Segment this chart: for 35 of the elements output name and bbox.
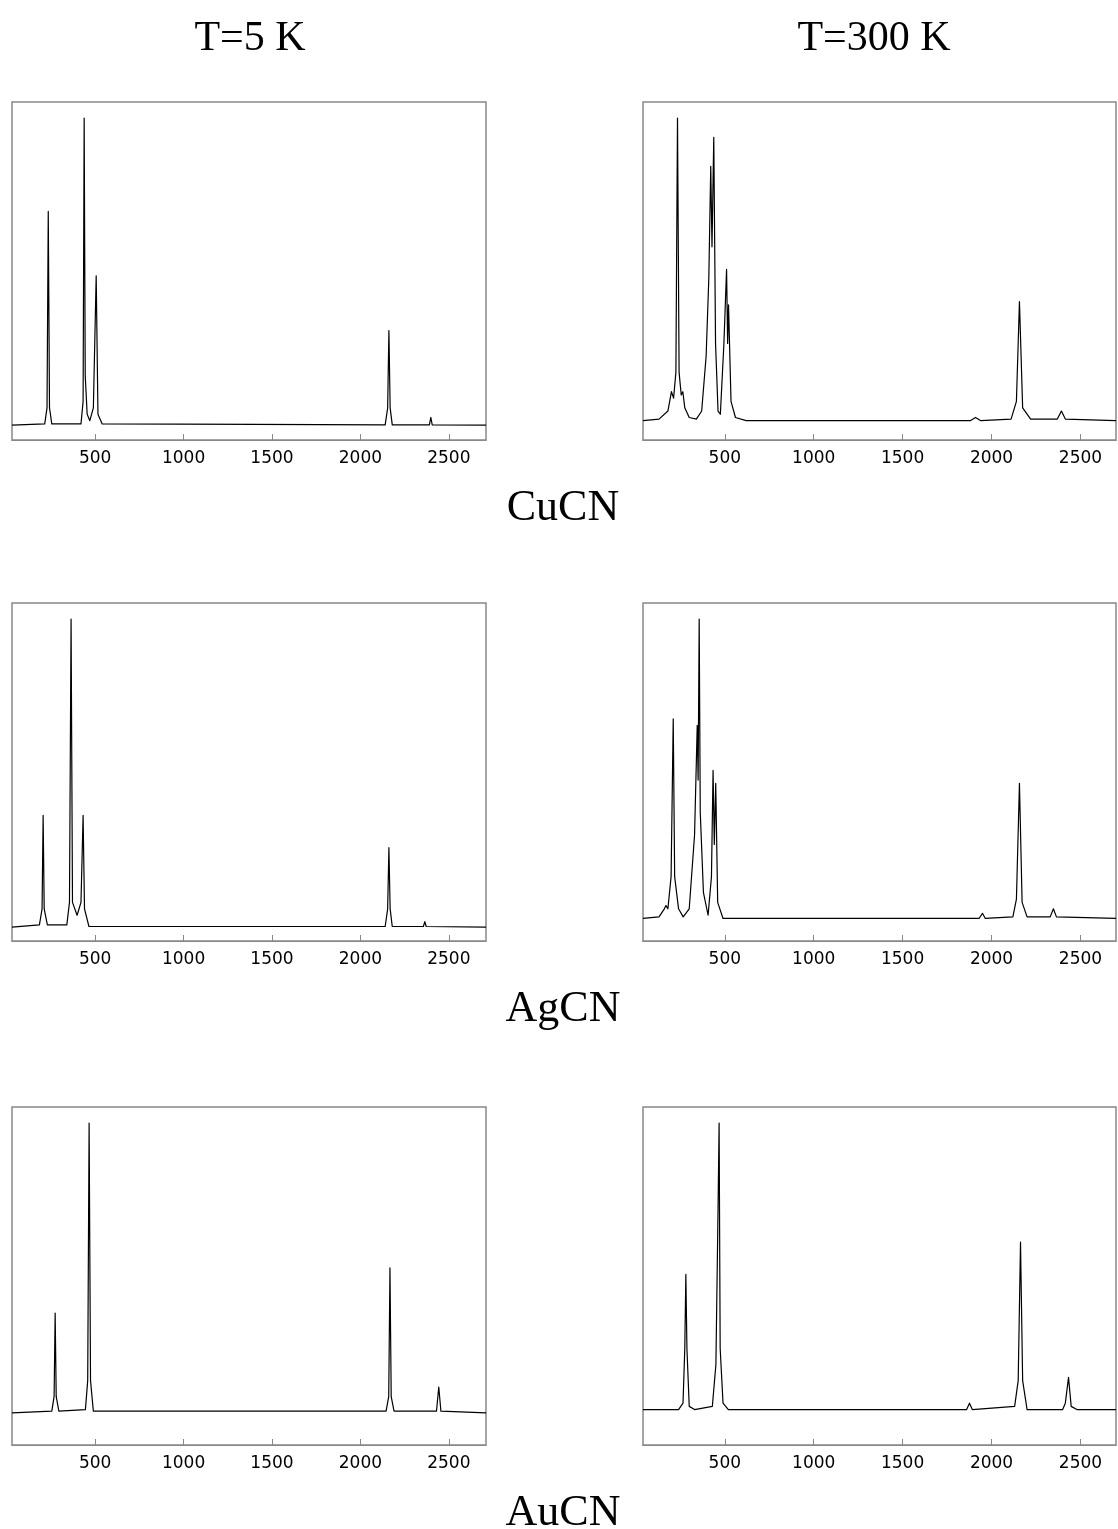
x-tick-label: 500 bbox=[708, 947, 742, 968]
chart-title: T=5 K bbox=[194, 13, 306, 59]
x-tick-label: 1000 bbox=[161, 1451, 206, 1472]
text: CuCN bbox=[506, 480, 620, 531]
x-tick-label: 2000 bbox=[338, 1451, 383, 1472]
x-tick-label: 500 bbox=[78, 1451, 112, 1472]
x-tick-label: 2500 bbox=[1058, 947, 1103, 968]
x-tick-label: 2000 bbox=[969, 947, 1014, 968]
x-tick-label: 1000 bbox=[161, 947, 206, 968]
chart-title: T=300 K bbox=[797, 13, 951, 59]
x-tick-label: 500 bbox=[78, 446, 112, 467]
x-tick-label: 1500 bbox=[250, 1451, 294, 1472]
x-tick-label: 2000 bbox=[338, 947, 383, 968]
x-tick-label: 1500 bbox=[250, 446, 294, 467]
x-tick-label: 1000 bbox=[161, 446, 206, 467]
x-tick-label: 500 bbox=[708, 1451, 742, 1472]
x-tick-label: 1000 bbox=[792, 947, 836, 968]
x-tick-label: 500 bbox=[708, 446, 742, 467]
x-tick-label: 2500 bbox=[1058, 446, 1103, 467]
x-tick-label: 2500 bbox=[427, 947, 471, 968]
x-tick-label: 2500 bbox=[1058, 1451, 1103, 1472]
x-tick-label: 500 bbox=[78, 947, 112, 968]
x-tick-label: 1500 bbox=[880, 1451, 925, 1472]
text: AgCN bbox=[505, 981, 621, 1032]
x-tick-label: 1500 bbox=[880, 446, 925, 467]
x-tick-label: 2500 bbox=[427, 1451, 471, 1472]
x-tick-label: 2000 bbox=[969, 1451, 1014, 1472]
x-tick-label: 1500 bbox=[880, 947, 925, 968]
x-tick-label: 2500 bbox=[427, 446, 471, 467]
x-tick-label: 1000 bbox=[792, 1451, 836, 1472]
x-tick-label: 2000 bbox=[969, 446, 1014, 467]
x-tick-label: 2000 bbox=[338, 446, 383, 467]
x-tick-label: 1000 bbox=[792, 446, 836, 467]
x-tick-label: 1500 bbox=[250, 947, 294, 968]
text: AuCN bbox=[505, 1485, 621, 1529]
